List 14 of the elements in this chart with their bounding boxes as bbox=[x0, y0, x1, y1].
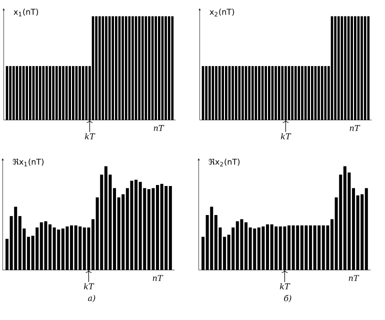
text: б) bbox=[284, 294, 292, 302]
y-axis-title: x$_{1}$(nT) bbox=[14, 8, 38, 16]
text: kT bbox=[280, 283, 290, 290]
y-axis-title: ℜx$_{1}$(nT) bbox=[12, 158, 44, 166]
text: kT bbox=[84, 283, 94, 290]
x-axis-title: nT bbox=[154, 125, 164, 131]
text: а) bbox=[88, 294, 96, 302]
x-axis-title: nT bbox=[348, 275, 360, 281]
x-axis-title: nT bbox=[152, 275, 164, 281]
x-axis-title: nT bbox=[350, 125, 360, 131]
text: kT bbox=[84, 133, 96, 140]
y-axis-title: x$_{2}$(nT) bbox=[210, 8, 234, 16]
y-axis-title: ℜx$_{2}$(nT) bbox=[208, 158, 240, 166]
text: kT bbox=[280, 133, 292, 140]
